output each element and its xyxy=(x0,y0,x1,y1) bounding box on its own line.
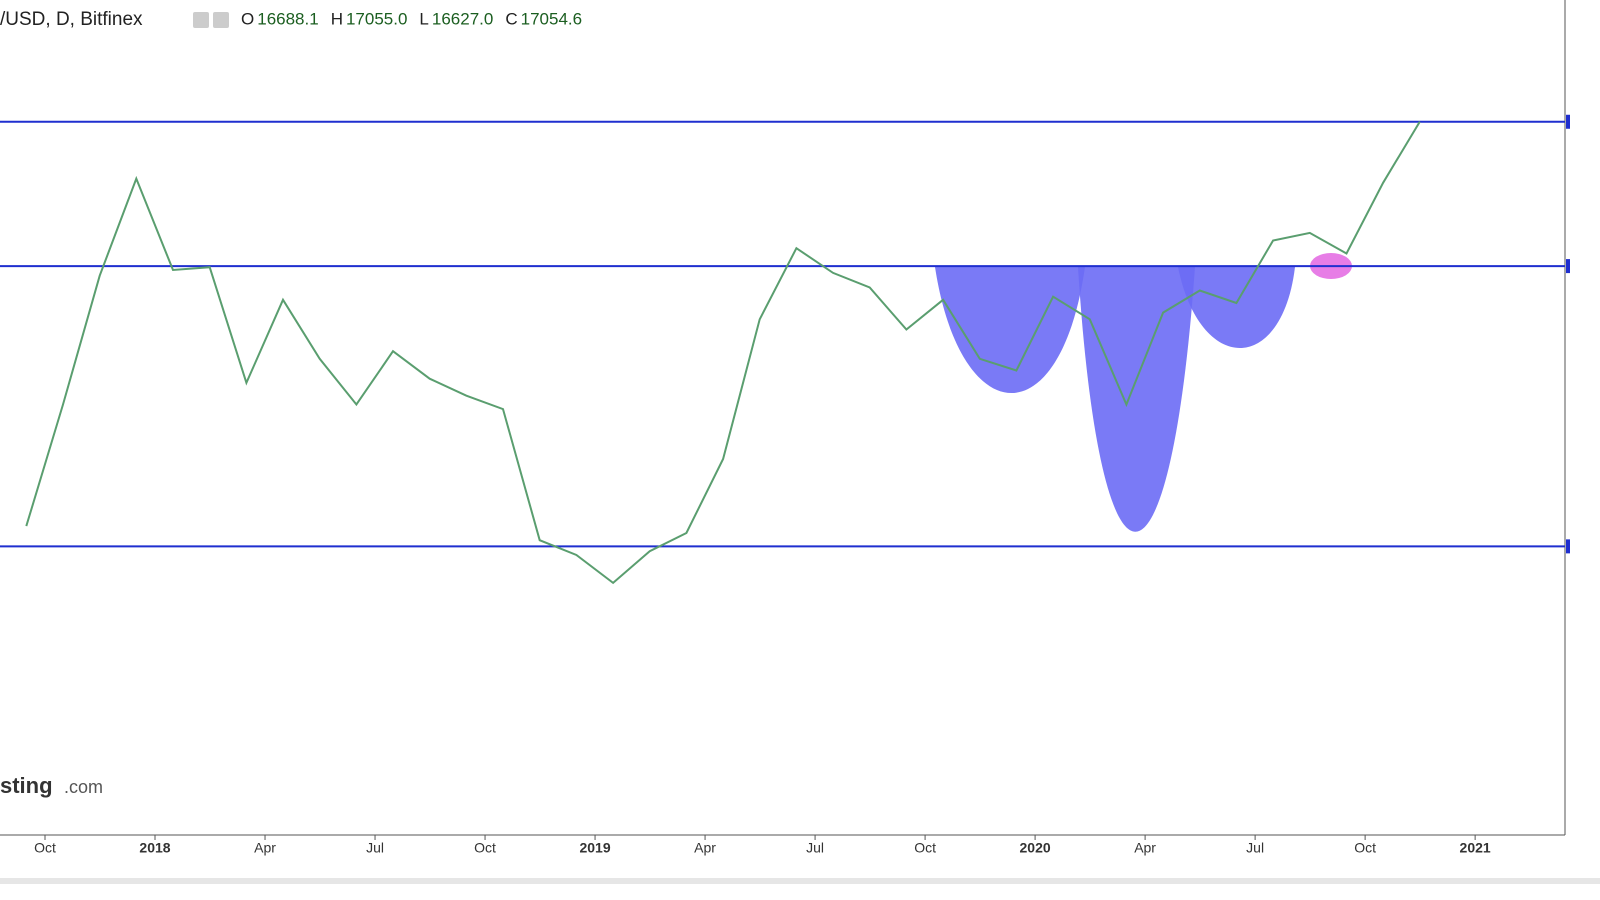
ohlc-value: 16627.0 xyxy=(432,9,493,28)
x-tick-label: Jul xyxy=(366,840,384,856)
ohlc-key: H xyxy=(331,9,343,28)
pattern-shape xyxy=(935,267,1085,394)
icon[interactable] xyxy=(193,12,209,28)
x-tick-label: Oct xyxy=(34,840,56,856)
x-tick-label: 2018 xyxy=(139,840,170,856)
watermark: sting xyxy=(0,773,53,798)
ohlc-key: L xyxy=(419,9,428,28)
x-tick-label: Apr xyxy=(694,840,716,856)
pattern-shape xyxy=(1178,267,1295,348)
ohlc-value: 16688.1 xyxy=(257,9,318,28)
level-marker xyxy=(1566,539,1570,554)
watermark-suffix: .com xyxy=(64,777,103,797)
x-tick-label: 2020 xyxy=(1020,840,1051,856)
x-tick-label: 2019 xyxy=(579,840,610,856)
symbol: /USD, D, Bitfinex xyxy=(0,9,143,30)
x-tick-label: Jul xyxy=(806,840,824,856)
x-tick-label: 2021 xyxy=(1460,840,1491,856)
icon[interactable] xyxy=(213,12,229,28)
x-tick-label: Apr xyxy=(254,840,276,856)
price-line xyxy=(25,121,1421,585)
x-tick-label: Oct xyxy=(914,840,936,856)
level-marker xyxy=(1566,259,1570,274)
x-tick-label: Oct xyxy=(474,840,496,856)
ohlc-key: C xyxy=(505,9,517,28)
x-tick-label: Jul xyxy=(1246,840,1264,856)
pattern-shape xyxy=(1078,267,1195,532)
level-marker xyxy=(1566,114,1570,129)
ohlc-key: O xyxy=(241,9,254,28)
ohlc-value: 17055.0 xyxy=(346,9,407,28)
scroll-bar xyxy=(0,878,1600,884)
x-tick-label: Oct xyxy=(1354,840,1376,856)
x-tick-label: Apr xyxy=(1134,840,1156,856)
ohlc-value: 17054.6 xyxy=(521,9,582,28)
